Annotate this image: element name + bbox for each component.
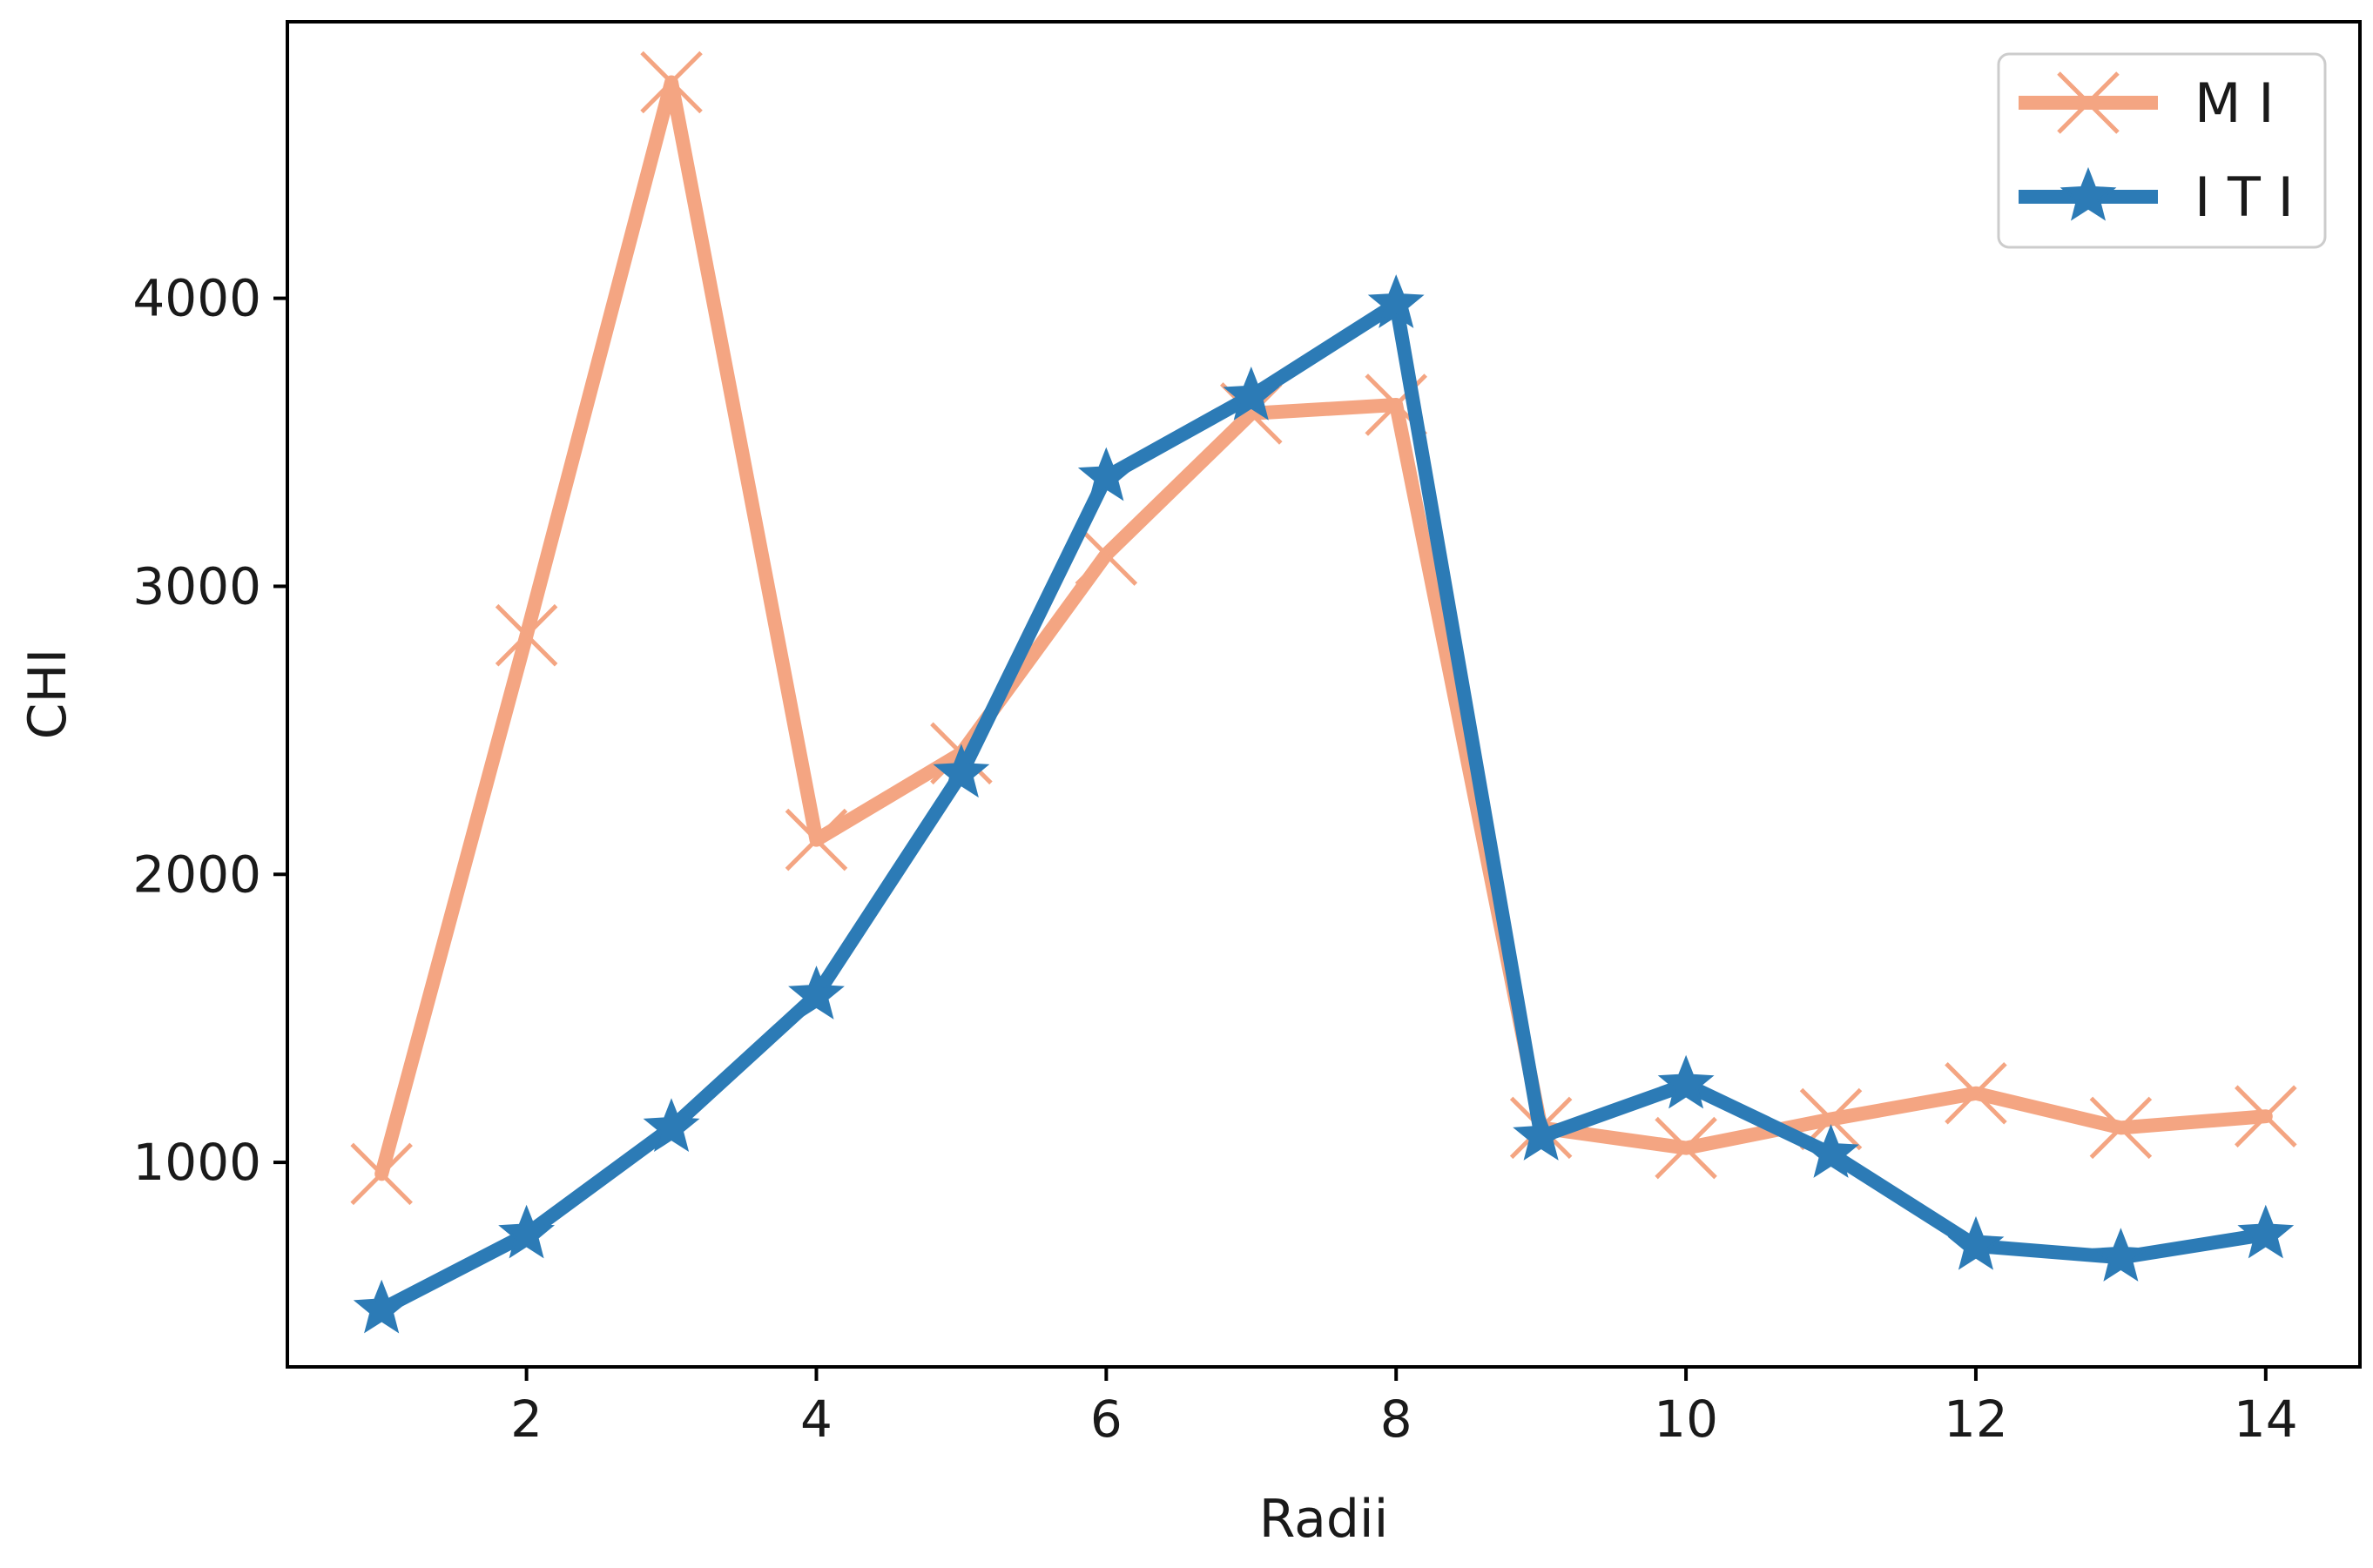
data-point bbox=[1223, 366, 1280, 421]
legend-entry: I T I bbox=[2019, 165, 2294, 229]
y-tick-label: 2000 bbox=[132, 845, 261, 904]
data-point bbox=[2237, 1204, 2295, 1259]
data-point bbox=[353, 1279, 410, 1334]
data-point bbox=[350, 1142, 413, 1206]
data-point bbox=[498, 1204, 556, 1259]
legend-marker bbox=[2060, 166, 2117, 221]
data-point bbox=[1657, 1054, 1715, 1109]
series-line bbox=[374, 297, 2273, 1316]
x-tick-label: 12 bbox=[1944, 1390, 2008, 1449]
x-tick-label: 8 bbox=[1380, 1390, 1412, 1449]
data-point bbox=[785, 808, 848, 871]
data-point bbox=[1947, 1215, 2005, 1270]
data-point bbox=[1367, 274, 1425, 328]
y-tick-label: 3000 bbox=[132, 556, 261, 616]
y-axis: 1000 2000 3000 4000 bbox=[132, 269, 287, 1192]
data-point bbox=[788, 966, 845, 1020]
x-tick-label: 4 bbox=[800, 1390, 833, 1449]
x-tick-label: 10 bbox=[1654, 1390, 1718, 1449]
series-2 bbox=[353, 274, 2295, 1334]
data-point bbox=[643, 1098, 700, 1153]
legend-label: I T I bbox=[2194, 165, 2294, 229]
y-axis-title: CHI bbox=[17, 649, 78, 740]
x-tick-label: 2 bbox=[510, 1390, 543, 1449]
data-point bbox=[640, 50, 703, 114]
legend-marker bbox=[2057, 71, 2120, 134]
x-axis-title: Radii bbox=[1259, 1489, 1389, 1550]
data-point bbox=[1077, 447, 1135, 501]
legend: M I I T I bbox=[1997, 52, 2327, 249]
data-point bbox=[933, 744, 990, 798]
data-point bbox=[2235, 1085, 2297, 1147]
x-axis: 2 4 6 8 10 12 14 bbox=[510, 1367, 2298, 1449]
data-point bbox=[1803, 1124, 1859, 1178]
series-1 bbox=[350, 50, 2297, 1206]
data-point bbox=[2092, 1228, 2149, 1282]
series-line bbox=[374, 75, 2273, 1181]
data-point bbox=[2089, 1096, 2153, 1160]
data-point bbox=[1945, 1061, 2007, 1125]
y-tick-label: 1000 bbox=[132, 1133, 261, 1192]
legend-label: M I bbox=[2194, 71, 2275, 135]
x-tick-label: 6 bbox=[1090, 1390, 1122, 1449]
data-point bbox=[1655, 1116, 1717, 1180]
data-point bbox=[1075, 523, 1138, 586]
series-layer bbox=[350, 50, 2297, 1334]
data-point bbox=[495, 603, 558, 667]
legend-entry: M I bbox=[2019, 71, 2275, 135]
data-point bbox=[1513, 1107, 1570, 1161]
x-tick-label: 14 bbox=[2234, 1390, 2298, 1449]
y-tick-label: 4000 bbox=[132, 269, 261, 328]
